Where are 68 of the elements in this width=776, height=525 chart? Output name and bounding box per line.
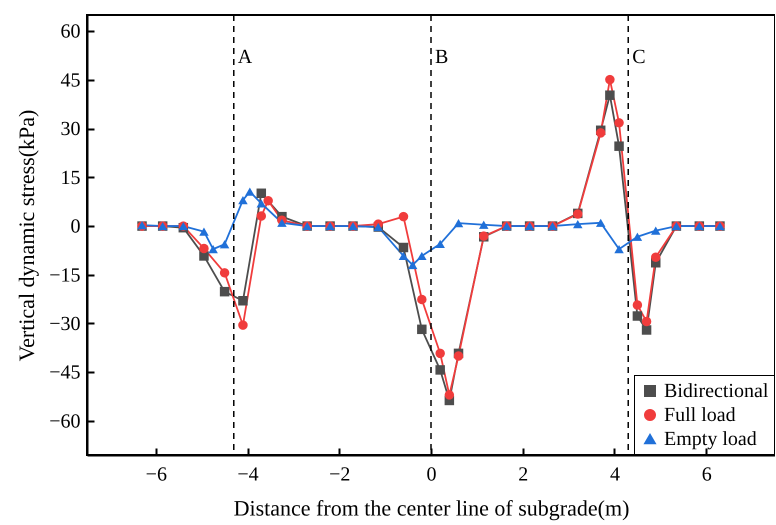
point	[435, 365, 445, 375]
point	[398, 252, 408, 260]
ref-line-label: C	[632, 46, 646, 68]
legend-label: Full load	[664, 404, 736, 426]
point	[651, 226, 660, 235]
ref-line-label: A	[238, 46, 253, 68]
y-tick-label: 15	[60, 166, 80, 189]
point	[417, 252, 427, 260]
point	[398, 212, 408, 222]
point	[256, 211, 266, 221]
y-tick-label: 45	[60, 69, 80, 92]
point	[256, 188, 266, 198]
point	[435, 240, 445, 248]
point	[398, 242, 408, 252]
point	[632, 300, 642, 310]
point	[238, 296, 248, 306]
y-tick-label: 30	[60, 118, 80, 140]
y-axis-title: Vertical dynamic stress(kPa)	[14, 110, 40, 362]
point	[408, 260, 418, 270]
point	[651, 252, 660, 262]
point	[263, 196, 273, 206]
x-tick-label: 6	[702, 464, 712, 486]
x-tick-label: −6	[146, 464, 167, 486]
point	[444, 390, 454, 400]
y-tick-label: 60	[60, 20, 80, 43]
x-tick-label: −2	[329, 464, 350, 486]
y-tick-label: −30	[49, 312, 80, 335]
point	[632, 311, 642, 321]
point	[596, 218, 606, 227]
point	[238, 320, 248, 330]
legend-label: Bidirectional	[664, 380, 769, 402]
point	[632, 232, 642, 241]
point	[605, 74, 615, 84]
point	[614, 245, 624, 254]
point	[596, 128, 606, 138]
point	[220, 240, 230, 248]
x-tick-label: 4	[610, 464, 620, 486]
x-tick-label: 0	[426, 464, 436, 486]
point	[199, 227, 209, 236]
point	[614, 118, 624, 128]
point	[417, 324, 427, 334]
y-tick-label: −60	[49, 410, 80, 432]
point	[454, 351, 464, 361]
point	[199, 244, 209, 254]
x-tick-label: −4	[237, 464, 259, 486]
point	[208, 245, 218, 254]
point	[614, 141, 624, 151]
y-tick-label: −15	[49, 264, 80, 286]
y-tick-label: 0	[70, 216, 80, 238]
point	[479, 220, 488, 229]
point	[435, 348, 445, 358]
point	[454, 219, 464, 228]
point	[642, 316, 652, 326]
point	[220, 268, 230, 278]
point	[417, 294, 427, 304]
point	[642, 325, 652, 335]
point	[256, 199, 266, 208]
x-tick-label: 2	[518, 464, 528, 486]
ref-line-label: B	[435, 46, 448, 68]
x-axis-title: Distance from the center line of subgrade(m)	[234, 496, 630, 520]
point	[277, 218, 287, 227]
legend-label: Empty load	[664, 428, 757, 450]
point	[245, 188, 255, 196]
point	[605, 90, 615, 100]
point	[238, 196, 248, 204]
y-tick-label: −45	[49, 362, 80, 384]
point	[220, 286, 230, 296]
point	[573, 220, 583, 228]
